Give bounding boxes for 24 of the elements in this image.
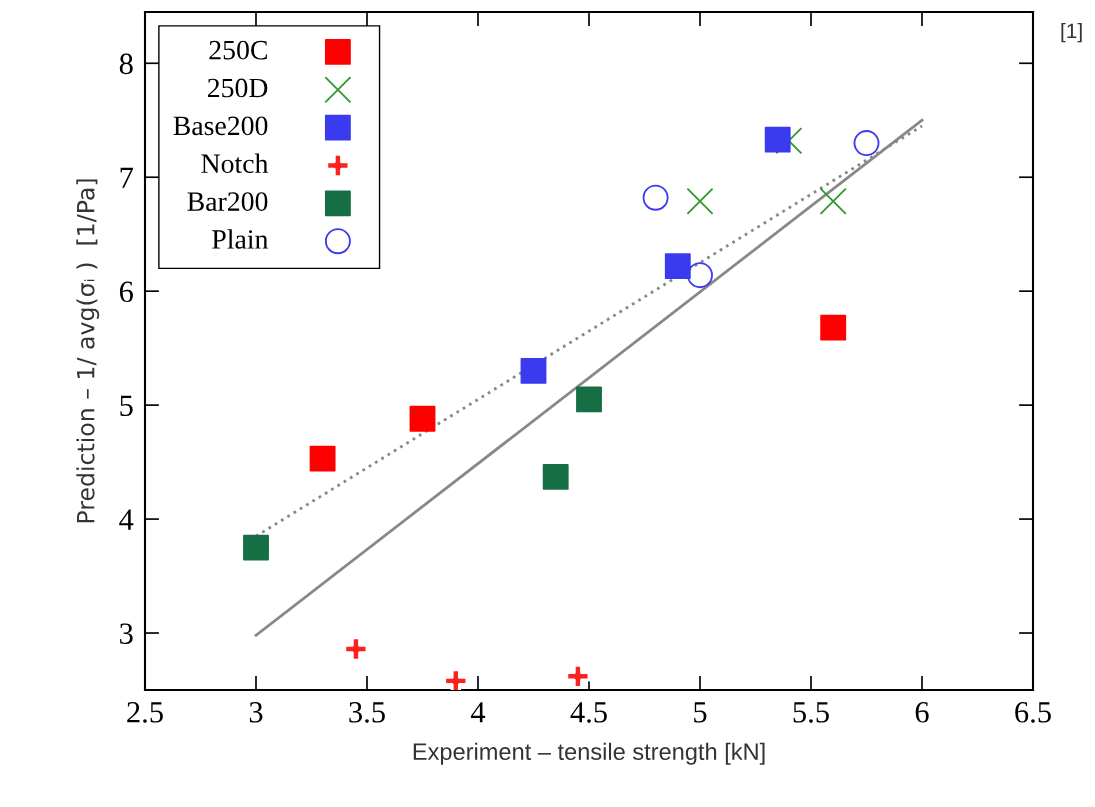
legend-label: Plain [212, 229, 269, 249]
x-tick-label: 4.5 [570, 702, 607, 723]
x-tick-label: 3 [249, 702, 263, 723]
x-tick-label: 6.5 [1015, 702, 1051, 723]
x-axis-title: Experiment – tensile strength [kN] [413, 742, 765, 765]
y-tick-label: 6 [119, 281, 133, 303]
legend-label: Notch [201, 153, 269, 174]
x-tick-label: 3.5 [349, 702, 385, 723]
y-axis-title: Prediction – 1/ avg(σᵢ ) [1/Pa] [76, 179, 100, 523]
text: [1] [1061, 22, 1082, 43]
y-tick-label: 5 [120, 395, 133, 417]
x-tick-label: 6 [915, 702, 929, 723]
y-tick-label: 4 [119, 509, 134, 530]
y-tick-label: 7 [120, 167, 134, 188]
x-tick-label: 5 [694, 702, 707, 723]
x-tick-label: 4 [470, 702, 486, 723]
y-tick-label: 8 [119, 53, 133, 75]
x-tick-label: 5.5 [793, 702, 829, 723]
y-tick-label: 3 [120, 623, 133, 644]
legend-label: 250C [209, 40, 267, 60]
x-tick-label: 2.5 [127, 702, 163, 723]
legend-label: Base200 [173, 116, 268, 136]
legend-label: Bar200 [187, 192, 268, 211]
legend-label: 250D [207, 78, 268, 98]
